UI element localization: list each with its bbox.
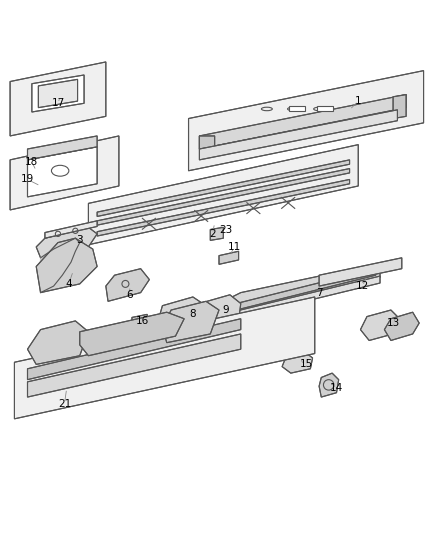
Polygon shape	[36, 238, 97, 293]
Text: 15: 15	[300, 359, 313, 369]
Polygon shape	[228, 269, 376, 312]
Polygon shape	[28, 321, 88, 365]
Polygon shape	[219, 264, 380, 317]
Polygon shape	[199, 110, 397, 160]
Polygon shape	[10, 136, 119, 210]
Text: 17: 17	[51, 98, 64, 108]
Polygon shape	[97, 168, 350, 225]
Text: 18: 18	[25, 157, 39, 167]
Polygon shape	[97, 180, 350, 236]
Text: 11: 11	[228, 242, 241, 252]
Polygon shape	[385, 312, 419, 341]
Text: 8: 8	[190, 309, 196, 319]
Text: 16: 16	[136, 316, 149, 326]
Polygon shape	[10, 62, 106, 136]
FancyBboxPatch shape	[317, 106, 332, 111]
Polygon shape	[319, 258, 402, 286]
Polygon shape	[360, 310, 399, 341]
Polygon shape	[80, 312, 184, 356]
Polygon shape	[28, 319, 241, 379]
Text: 2: 2	[209, 229, 216, 239]
Polygon shape	[28, 334, 241, 397]
Polygon shape	[14, 297, 315, 419]
Polygon shape	[188, 71, 424, 171]
Polygon shape	[28, 147, 97, 197]
Polygon shape	[45, 221, 97, 238]
Polygon shape	[199, 94, 406, 149]
Text: 19: 19	[21, 174, 34, 184]
Polygon shape	[41, 238, 80, 293]
Polygon shape	[28, 136, 97, 160]
Text: 23: 23	[219, 224, 232, 235]
Polygon shape	[195, 295, 241, 329]
Polygon shape	[210, 228, 223, 240]
Text: 4: 4	[66, 279, 72, 289]
Polygon shape	[39, 79, 78, 108]
Text: 6: 6	[127, 290, 133, 300]
Polygon shape	[393, 94, 406, 118]
Polygon shape	[219, 276, 380, 322]
Polygon shape	[106, 269, 149, 301]
Polygon shape	[282, 351, 313, 373]
Polygon shape	[158, 297, 206, 334]
Text: 13: 13	[386, 318, 400, 328]
Polygon shape	[97, 160, 350, 216]
Polygon shape	[132, 314, 147, 329]
Polygon shape	[162, 301, 219, 343]
Text: 3: 3	[76, 236, 83, 245]
Polygon shape	[319, 373, 339, 397]
Polygon shape	[32, 75, 84, 112]
Polygon shape	[36, 228, 97, 258]
Text: 1: 1	[355, 96, 362, 106]
Polygon shape	[199, 136, 215, 149]
Text: 7: 7	[316, 288, 322, 297]
Polygon shape	[219, 251, 239, 264]
Text: 9: 9	[222, 305, 229, 315]
Text: 21: 21	[58, 399, 71, 409]
FancyBboxPatch shape	[289, 106, 305, 111]
Polygon shape	[88, 144, 358, 245]
Text: 14: 14	[330, 383, 343, 393]
Text: 12: 12	[356, 281, 369, 291]
